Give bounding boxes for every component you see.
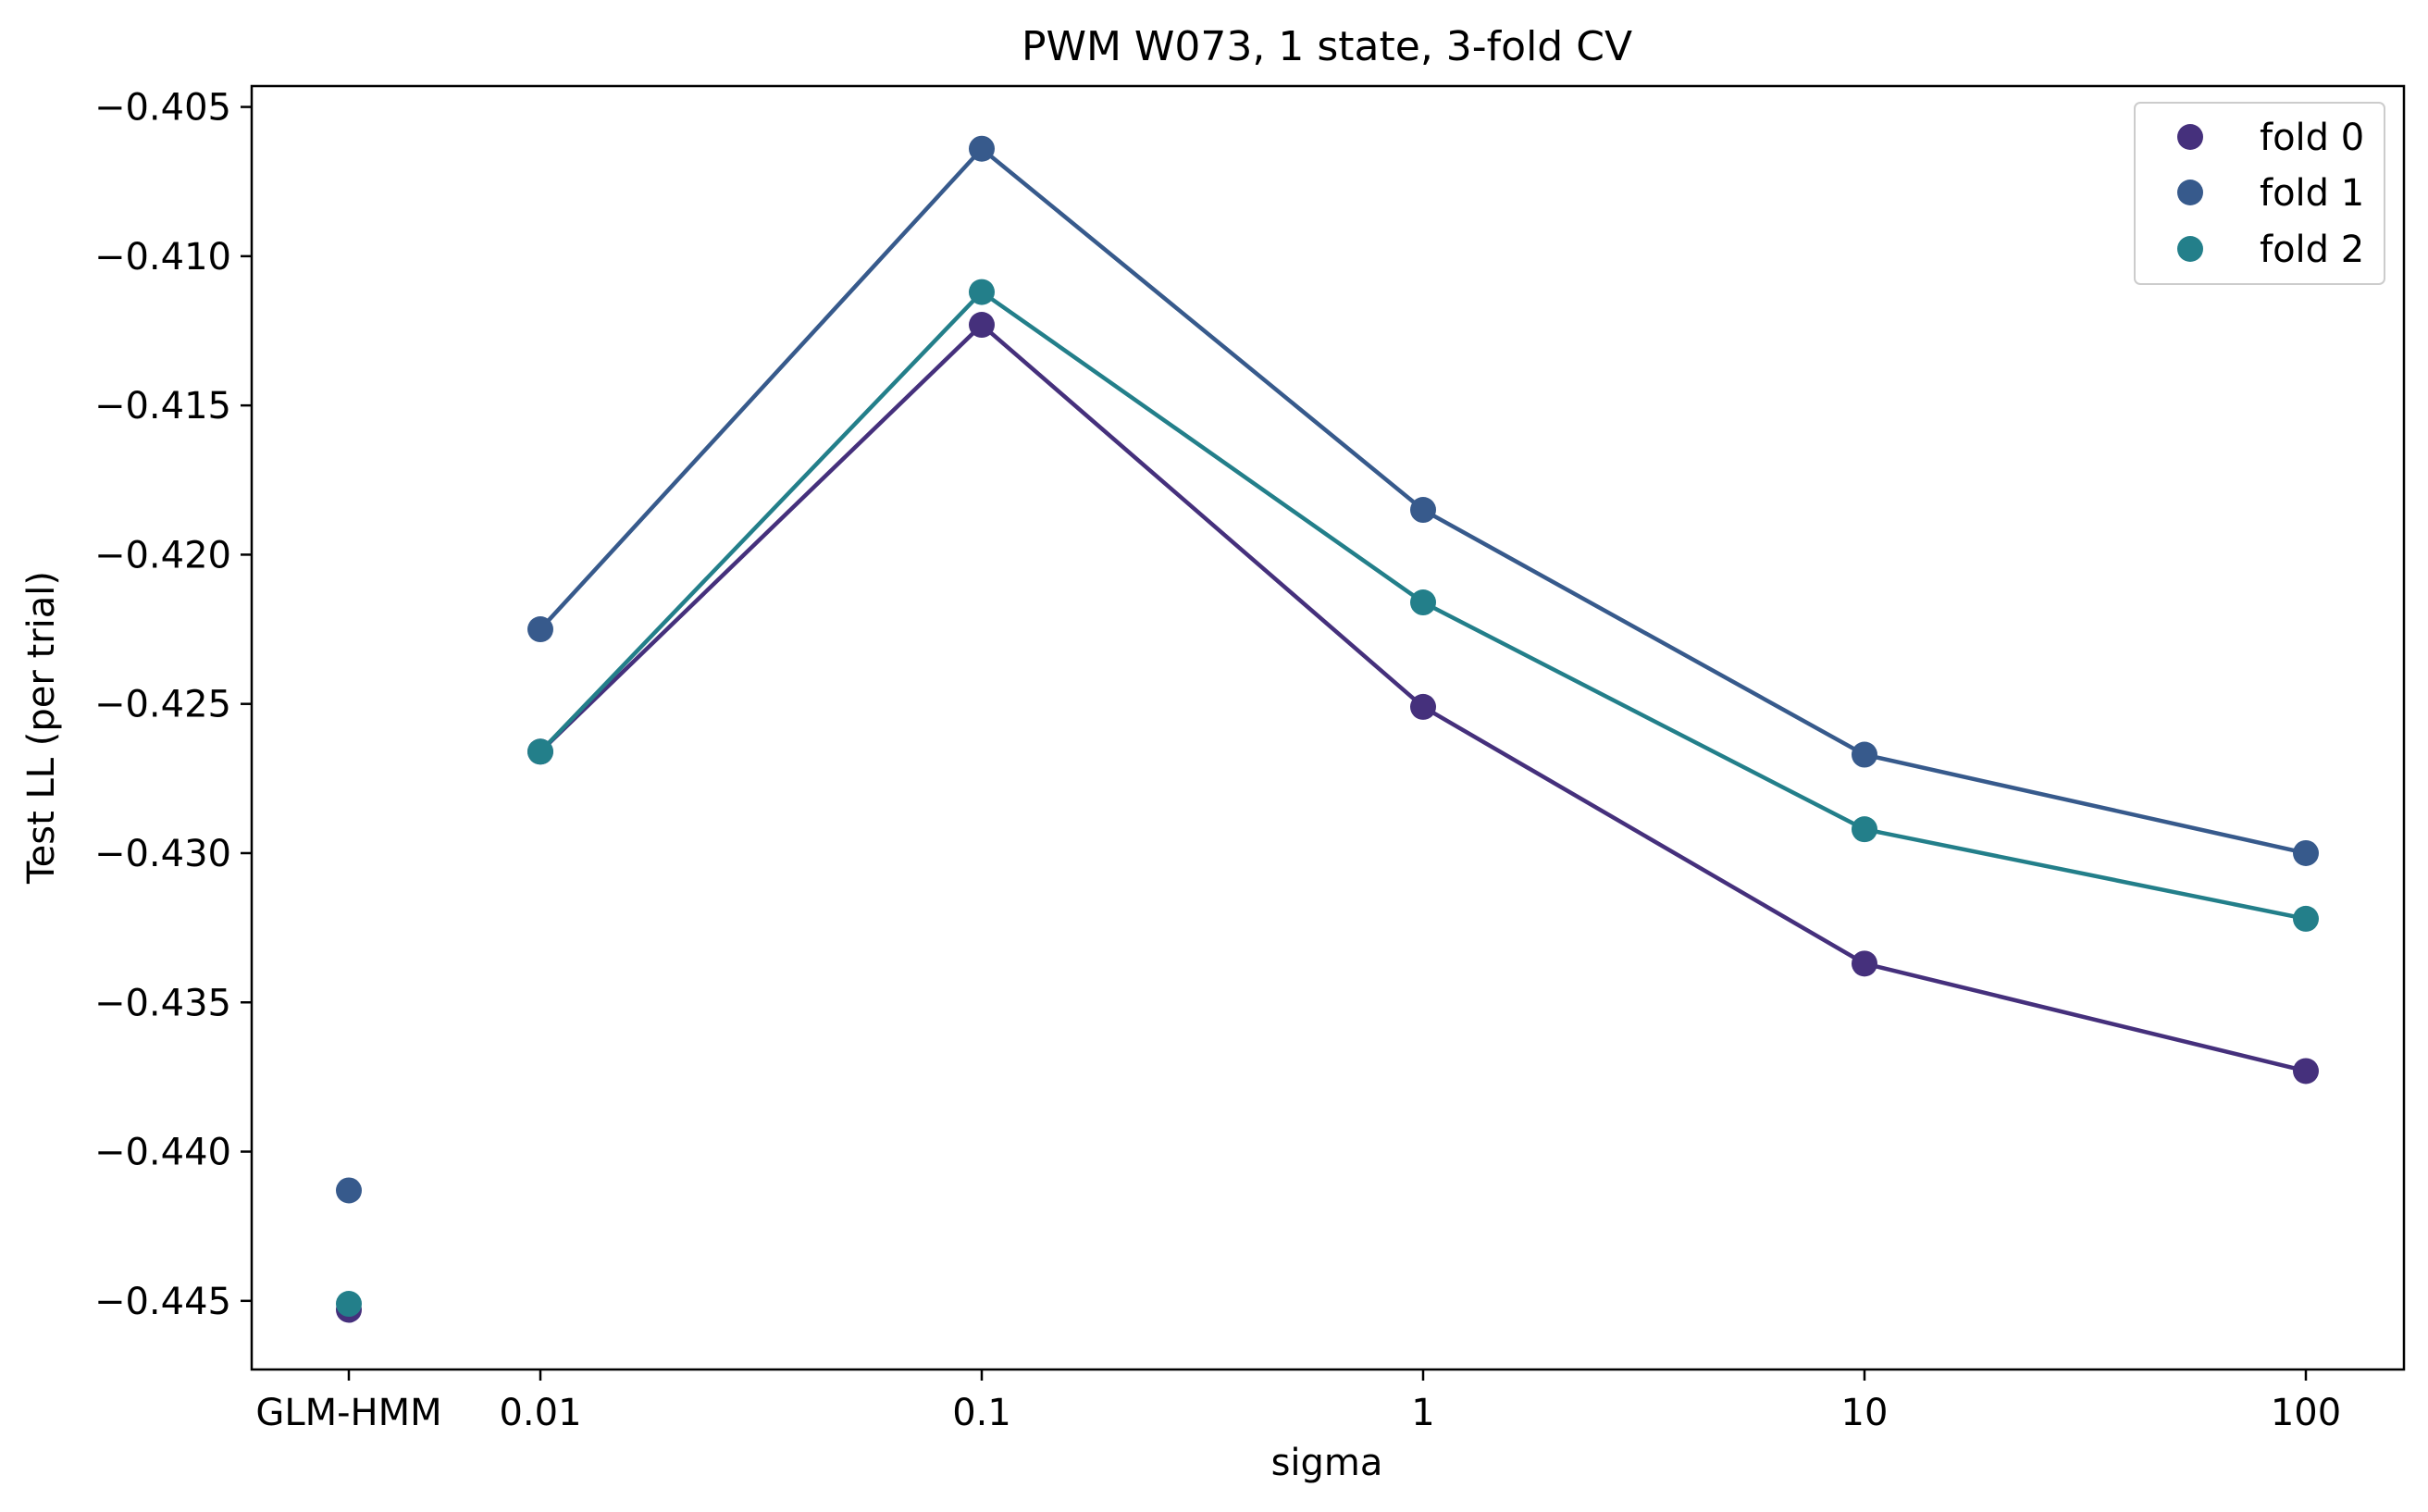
y-tick-label: −0.405	[94, 87, 231, 130]
legend-label-fold-1: fold 1	[2260, 172, 2364, 215]
data-point-fold-1	[969, 135, 995, 162]
x-axis-label: sigma	[1271, 1442, 1383, 1484]
data-point-fold-0	[1852, 950, 1877, 977]
data-point-fold-1	[1410, 497, 1436, 524]
plot-frame	[250, 84, 2406, 1371]
data-point-fold-2	[1852, 816, 1877, 843]
data-point-fold-2-glm-hmm	[336, 1291, 362, 1318]
x-tick-label: 1	[1411, 1392, 1434, 1434]
legend-marker-fold-1	[2177, 180, 2203, 205]
x-tick-label: GLM-HMM	[255, 1392, 441, 1434]
data-point-fold-2	[2293, 905, 2319, 932]
data-point-fold-2	[527, 738, 553, 765]
legend-label-fold-0: fold 0	[2260, 117, 2364, 159]
series-points	[336, 135, 2319, 1323]
x-tick-label: 0.01	[499, 1392, 581, 1434]
x-tick-label: 0.1	[952, 1392, 1011, 1434]
legend: fold 0 fold 1 fold 2	[2134, 102, 2385, 285]
x-tick-label: 10	[1841, 1392, 1889, 1434]
legend-marker-fold-2	[2177, 236, 2203, 262]
chart-title: PWM W073, 1 state, 3-fold CV	[1022, 23, 1632, 70]
data-point-fold-2	[1410, 589, 1436, 616]
data-point-fold-1-glm-hmm	[336, 1177, 362, 1204]
y-tick-label: −0.445	[94, 1281, 231, 1323]
y-axis-label: Test LL (per trial)	[20, 571, 63, 885]
data-point-fold-1	[1852, 741, 1877, 768]
y-tick-label: −0.430	[94, 833, 231, 875]
legend-marker-fold-0	[2177, 124, 2203, 150]
axis-ticks: −0.405 −0.410 −0.415 −0.420 −0.425 −0.430 −0.4…	[94, 87, 2341, 1434]
y-tick-label: −0.425	[94, 684, 231, 726]
y-tick-label: −0.420	[94, 534, 231, 576]
data-point-fold-2	[969, 279, 995, 305]
y-tick-label: −0.435	[94, 982, 231, 1024]
legend-label-fold-2: fold 2	[2260, 229, 2364, 271]
data-point-fold-0	[969, 312, 995, 339]
data-point-fold-1	[527, 616, 553, 643]
data-point-fold-1	[2293, 839, 2319, 866]
data-point-fold-0	[1410, 693, 1436, 720]
y-tick-label: −0.440	[94, 1132, 231, 1174]
x-tick-label: 100	[2271, 1392, 2341, 1434]
data-point-fold-0	[2293, 1058, 2319, 1084]
y-tick-label: −0.415	[94, 385, 231, 428]
y-tick-label: −0.410	[94, 236, 231, 279]
